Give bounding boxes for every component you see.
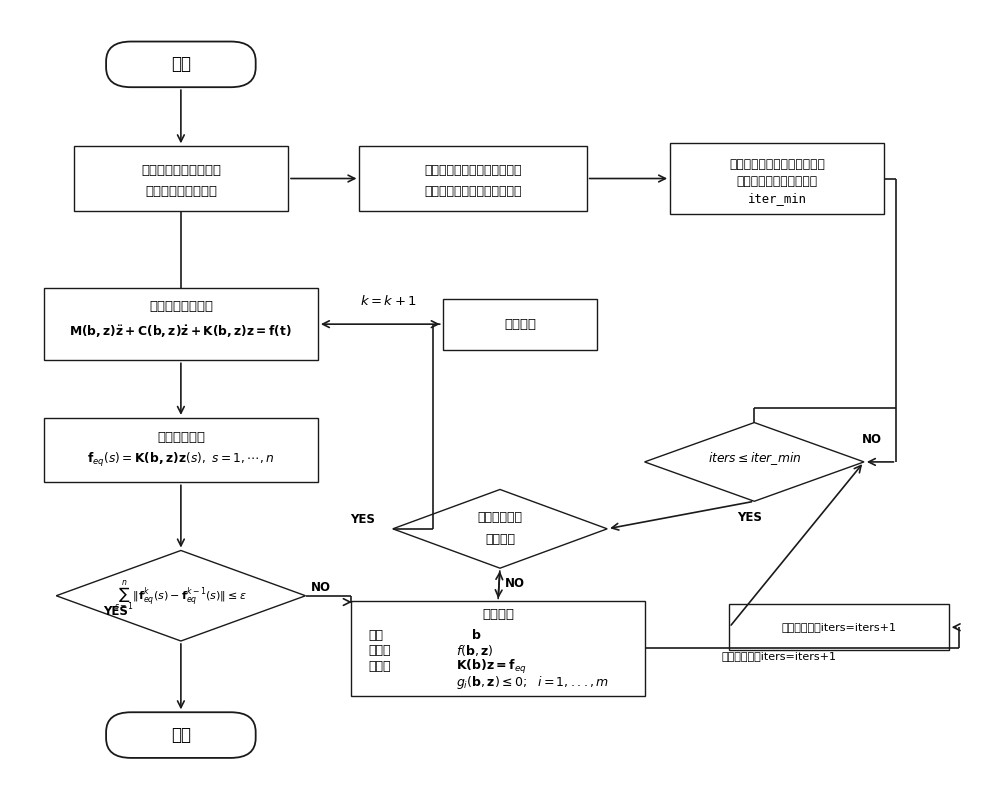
Bar bbox=[729, 604, 949, 650]
Text: 结束: 结束 bbox=[171, 726, 191, 744]
Text: iters$\leq$iter_min: iters$\leq$iter_min bbox=[708, 450, 801, 467]
Text: 任选机构运动过程中的某一位: 任选机构运动过程中的某一位 bbox=[424, 164, 522, 177]
FancyBboxPatch shape bbox=[106, 42, 256, 87]
Text: 步长搜索: 步长搜索 bbox=[482, 608, 514, 621]
Text: 开始: 开始 bbox=[171, 55, 191, 73]
Text: iter_min: iter_min bbox=[748, 193, 807, 205]
Polygon shape bbox=[56, 551, 306, 641]
Polygon shape bbox=[393, 490, 607, 568]
Bar bbox=[44, 418, 318, 483]
Text: 计算等效载荷: 计算等效载荷 bbox=[157, 431, 205, 444]
Text: 建立含有运动学自由度: 建立含有运动学自由度 bbox=[141, 164, 221, 177]
Text: 的非线性有限元模型: 的非线性有限元模型 bbox=[145, 185, 217, 198]
Text: 分析拓扑优化结果，确定拓扑: 分析拓扑优化结果，确定拓扑 bbox=[729, 158, 825, 171]
Text: YES: YES bbox=[737, 510, 762, 524]
Text: 非线性动力学分析: 非线性动力学分析 bbox=[149, 300, 213, 314]
Text: NO: NO bbox=[505, 577, 525, 590]
Text: 最小化: 最小化 bbox=[369, 645, 391, 657]
Text: NO: NO bbox=[862, 434, 882, 446]
Text: 搜索: 搜索 bbox=[369, 629, 384, 641]
Bar bbox=[351, 601, 645, 696]
Text: $\sum_{s=1}^{n}\|\mathbf{f}_{eq}^{k}(s)-\mathbf{f}_{eq}^{k-1}(s)\|\leq\varepsilo: $\sum_{s=1}^{n}\|\mathbf{f}_{eq}^{k}(s)-… bbox=[114, 578, 247, 613]
Polygon shape bbox=[645, 423, 864, 502]
Text: 满足：: 满足： bbox=[369, 660, 391, 673]
Text: YES: YES bbox=[350, 513, 375, 526]
FancyBboxPatch shape bbox=[106, 713, 256, 758]
Bar bbox=[670, 143, 884, 214]
Text: 优化迭代次数iters=iters+1: 优化迭代次数iters=iters+1 bbox=[722, 652, 837, 661]
Text: $\mathbf{K(b)z=f}_{eq}$: $\mathbf{K(b)z=f}_{eq}$ bbox=[456, 657, 526, 675]
Text: 线性优化收敛: 线性优化收敛 bbox=[478, 511, 522, 525]
Text: 条件满足: 条件满足 bbox=[485, 533, 515, 547]
Text: $f(\mathbf{b},\mathbf{z})$: $f(\mathbf{b},\mathbf{z})$ bbox=[456, 643, 493, 658]
Bar bbox=[44, 288, 318, 360]
Bar bbox=[74, 146, 288, 211]
Text: 形作为静态机构进行拓扑优化: 形作为静态机构进行拓扑优化 bbox=[424, 185, 522, 198]
Text: 优化所需的最小迭代次数: 优化所需的最小迭代次数 bbox=[737, 175, 818, 188]
Text: YES: YES bbox=[104, 605, 129, 618]
Text: $\mathbf{b}$: $\mathbf{b}$ bbox=[471, 628, 481, 642]
Text: $\mathbf{M(b,z)\ddot{z}+C(b,z)\dot{z}+K(b,z)z=f(t)}$: $\mathbf{M(b,z)\ddot{z}+C(b,z)\dot{z}+K(… bbox=[69, 324, 292, 340]
Bar bbox=[359, 146, 587, 211]
Text: $\mathbf{f}_{eq}(s)=\mathbf{K(b,z)z}(s),\ s=1,\cdots,n$: $\mathbf{f}_{eq}(s)=\mathbf{K(b,z)z}(s),… bbox=[87, 450, 275, 468]
Text: 更新设计: 更新设计 bbox=[504, 318, 536, 331]
Text: 优化迭代次数iters=iters+1: 优化迭代次数iters=iters+1 bbox=[782, 623, 897, 632]
Text: $g_i(\mathbf{b},\mathbf{z})\leq 0;\ \ i=1,...,m$: $g_i(\mathbf{b},\mathbf{z})\leq 0;\ \ i=… bbox=[456, 674, 609, 690]
Bar bbox=[443, 299, 597, 350]
Text: NO: NO bbox=[310, 581, 330, 594]
Text: $k=k+1$: $k=k+1$ bbox=[360, 294, 417, 307]
